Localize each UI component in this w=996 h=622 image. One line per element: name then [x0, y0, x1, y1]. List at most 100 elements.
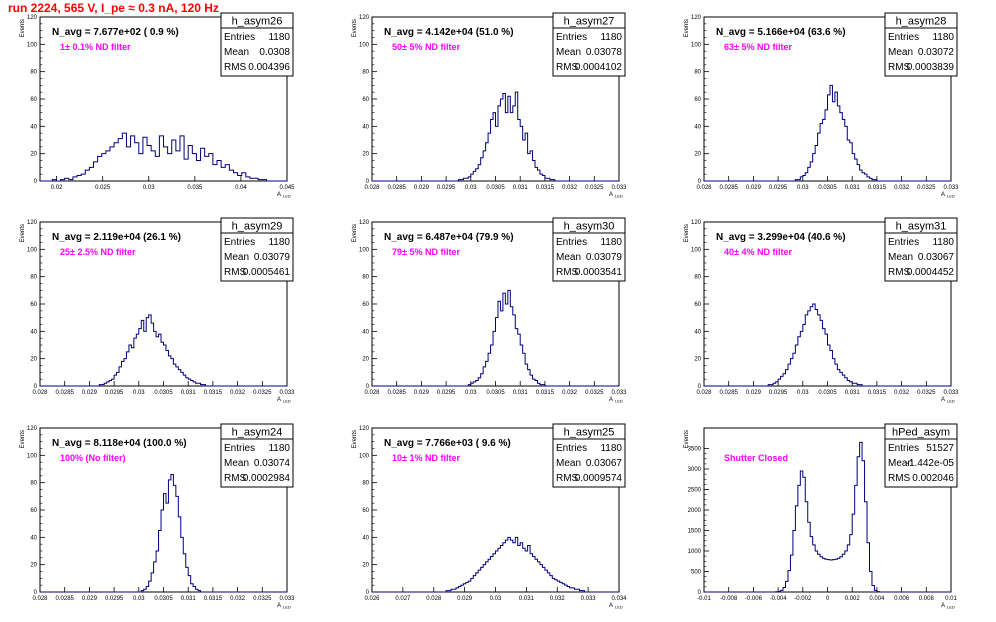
x-tick-label: 0.02 [51, 185, 63, 191]
x-tick-label: 0.032 [894, 185, 910, 191]
x-tick-label: 0.03 [133, 596, 145, 602]
stats-title: h_asym27 [564, 16, 615, 28]
y-tick-label: 20 [30, 563, 37, 569]
x-tick-label: 0.032 [894, 390, 910, 396]
stats-label: RMS [556, 473, 579, 484]
stats-label: Mean [888, 458, 913, 469]
x-tick-label: 0.0295 [105, 390, 124, 396]
stats-label: Entries [224, 237, 255, 248]
histogram-line [40, 132, 287, 182]
x-axis-label: A [277, 603, 281, 609]
x-tick-label: 0.0315 [536, 185, 555, 191]
stats-label: Entries [556, 443, 587, 454]
stats-box [884, 27, 958, 77]
y-tick-label: 80 [30, 70, 37, 76]
y-tick-label: 20 [30, 357, 37, 363]
y-tick-label: 40 [362, 329, 369, 335]
y-tick-label: 0 [698, 590, 702, 596]
y-tick-label: 40 [30, 124, 37, 130]
x-tick-label: 0.035 [187, 185, 203, 191]
y-tick-label: 500 [691, 570, 702, 576]
x-tick-label: -0.01 [697, 596, 711, 602]
stats-mean: -1.442e-05 [906, 458, 955, 469]
y-tick-label: 60 [362, 508, 369, 514]
x-tick-label: 0.032 [230, 596, 246, 602]
x-tick-label: 0.0325 [917, 390, 936, 396]
x-tick-label: 0.0315 [868, 185, 887, 191]
x-tick-label: 0.03 [143, 185, 155, 191]
y-axis-label: Events [684, 430, 690, 448]
stats-entries: 1180 [932, 237, 954, 248]
y-tick-label: 20 [694, 152, 701, 158]
stats-rms: 0.0005461 [243, 267, 291, 278]
y-tick-label: 60 [30, 508, 37, 514]
stats-box [552, 232, 626, 282]
x-tick-label: 0.029 [414, 390, 430, 396]
histogram-line [704, 84, 951, 182]
x-tick-label: 0.0325 [585, 390, 604, 396]
stats-label: RMS [888, 267, 911, 278]
stats-label: Entries [888, 443, 919, 454]
x-tick-label: 0.031 [181, 390, 197, 396]
y-tick-label: 80 [30, 481, 37, 487]
y-tick-label: 80 [694, 70, 701, 76]
x-tick-label: 0.031 [845, 185, 861, 191]
x-tick-label: 0.0295 [105, 596, 124, 602]
y-tick-label: 100 [27, 42, 38, 48]
y-tick-label: 100 [27, 247, 38, 253]
x-axis-label-sub: LED [947, 399, 955, 404]
y-tick-label: 120 [27, 426, 38, 432]
x-tick-label: 0.026 [364, 596, 380, 602]
filter-label: 63± 5% ND filter [724, 42, 792, 52]
x-tick-label: 0.002 [845, 596, 861, 602]
y-tick-label: 120 [691, 220, 702, 226]
y-tick-label: 40 [362, 535, 369, 541]
y-tick-label: 120 [27, 15, 38, 21]
x-axis-label: A [609, 192, 613, 198]
stats-label: RMS [888, 62, 911, 73]
x-tick-label: 0.025 [95, 185, 111, 191]
x-tick-label: 0.033 [611, 390, 627, 396]
x-tick-label: 0.033 [943, 185, 959, 191]
x-axis-label: A [609, 603, 613, 609]
stats-title: h_asym25 [564, 427, 615, 439]
y-tick-label: 60 [362, 302, 369, 308]
stats-mean: 0.03079 [254, 252, 291, 263]
y-tick-label: 0 [34, 384, 38, 390]
stats-rms: 0.002046 [912, 473, 954, 484]
x-tick-label: 0.03 [465, 185, 477, 191]
histogram-line [704, 441, 951, 593]
stats-box [552, 438, 626, 488]
stats-box [552, 27, 626, 77]
x-tick-label: 0.0285 [388, 390, 407, 396]
x-axis-label-sub: LED [283, 605, 291, 610]
histogram-panel: 0 20 40 60 80 100 120 0.028 0.0285 0.029 0.0295 0.0… [684, 12, 959, 199]
y-tick-label: 100 [27, 453, 38, 459]
x-axis-label-sub: LED [615, 194, 623, 199]
x-tick-label: 0.0285 [56, 596, 75, 602]
y-tick-label: 60 [694, 302, 701, 308]
stats-box [220, 438, 294, 488]
stats-entries: 1180 [268, 32, 290, 43]
stats-title: h_asym24 [232, 427, 283, 439]
y-axis-label: Events [20, 224, 26, 242]
stats-label: RMS [556, 267, 579, 278]
x-tick-label: 0.0295 [769, 185, 788, 191]
histogram-line [372, 289, 619, 387]
x-tick-label: -0.008 [720, 596, 738, 602]
stats-title: h_asym29 [232, 221, 283, 233]
y-tick-label: 0 [698, 179, 702, 185]
x-tick-label: 0.0315 [868, 390, 887, 396]
stats-label: RMS [224, 267, 247, 278]
stats-mean: 0.03078 [586, 47, 623, 58]
x-tick-label: 0.0315 [536, 390, 555, 396]
x-tick-label: 0.032 [562, 390, 578, 396]
x-tick-label: 0.0315 [204, 596, 223, 602]
stats-mean: 0.03067 [586, 458, 623, 469]
x-tick-label: 0.031 [845, 390, 861, 396]
y-tick-label: 0 [366, 384, 370, 390]
stats-mean: 0.03067 [918, 252, 955, 263]
y-tick-label: 80 [362, 70, 369, 76]
y-tick-label: 80 [694, 275, 701, 281]
x-tick-label: 0.034 [611, 596, 627, 602]
